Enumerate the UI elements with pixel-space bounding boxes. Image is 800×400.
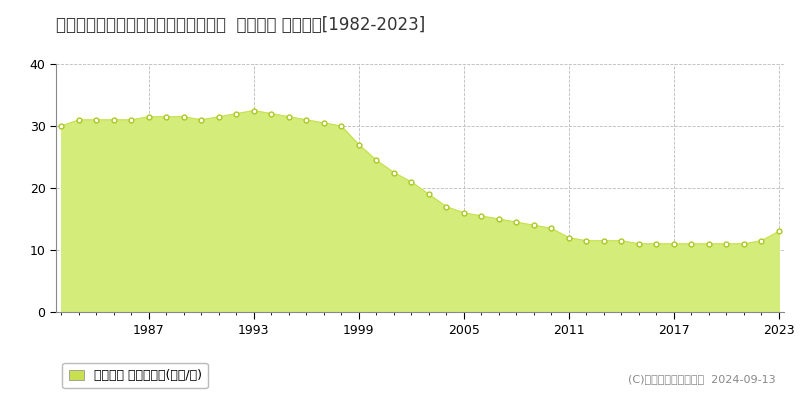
Legend: 地価公示 平均坪単価(万円/坪): 地価公示 平均坪単価(万円/坪) (62, 363, 208, 388)
Text: 北海道帯広市東３条南６丁目１番３外  地価公示 地価推移[1982-2023]: 北海道帯広市東３条南６丁目１番３外 地価公示 地価推移[1982-2023] (56, 16, 426, 34)
Text: (C)土地価格ドットコム  2024-09-13: (C)土地価格ドットコム 2024-09-13 (628, 374, 776, 384)
